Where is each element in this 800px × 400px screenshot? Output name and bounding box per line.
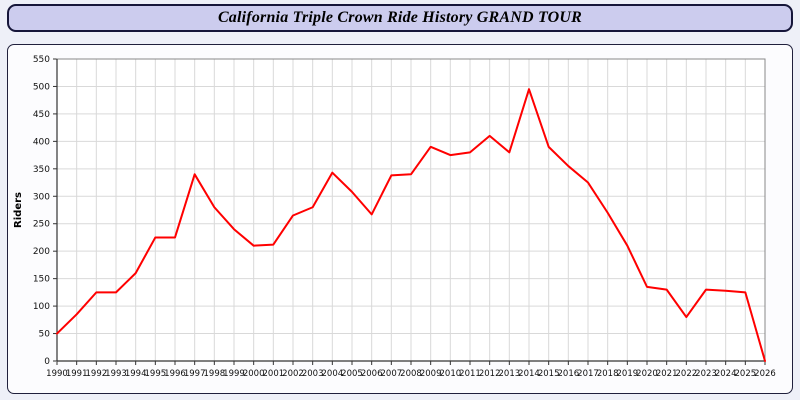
chart-panel: 0 50 100 150 200 250 300 350 400 450 500 550 1990 199…: [7, 44, 793, 394]
svg-text:1995: 1995: [145, 369, 167, 379]
svg-text:1991: 1991: [66, 369, 88, 379]
svg-text:2002: 2002: [282, 369, 304, 379]
svg-text:1994: 1994: [125, 369, 147, 379]
svg-text:1993: 1993: [105, 369, 127, 379]
svg-text:2007: 2007: [381, 369, 403, 379]
svg-text:50: 50: [39, 330, 51, 340]
svg-text:2025: 2025: [735, 369, 757, 379]
svg-text:100: 100: [33, 302, 50, 312]
svg-text:550: 550: [33, 55, 50, 65]
svg-text:2012: 2012: [479, 369, 501, 379]
svg-text:2020: 2020: [636, 369, 658, 379]
svg-text:2016: 2016: [558, 369, 580, 379]
svg-text:450: 450: [33, 110, 50, 120]
svg-text:300: 300: [33, 192, 50, 202]
svg-text:2021: 2021: [656, 369, 678, 379]
svg-text:1992: 1992: [86, 369, 108, 379]
svg-text:1990: 1990: [46, 369, 68, 379]
svg-text:250: 250: [33, 220, 50, 230]
svg-text:2009: 2009: [420, 369, 442, 379]
svg-text:0: 0: [44, 357, 50, 367]
svg-text:2011: 2011: [459, 369, 481, 379]
svg-text:150: 150: [33, 275, 50, 285]
chart-title-bar: California Triple Crown Ride History GRA…: [7, 4, 793, 32]
svg-text:2024: 2024: [715, 369, 737, 379]
svg-text:350: 350: [33, 165, 50, 175]
svg-text:2023: 2023: [695, 369, 717, 379]
svg-text:2010: 2010: [440, 369, 462, 379]
svg-text:2001: 2001: [263, 369, 285, 379]
svg-text:2005: 2005: [341, 369, 363, 379]
svg-text:Riders: Riders: [13, 192, 24, 228]
svg-text:2008: 2008: [400, 369, 422, 379]
svg-text:2015: 2015: [538, 369, 560, 379]
chart-title: California Triple Crown Ride History GRA…: [217, 9, 583, 26]
svg-text:2022: 2022: [676, 369, 698, 379]
svg-text:400: 400: [33, 137, 50, 147]
svg-text:2018: 2018: [597, 369, 619, 379]
svg-text:2006: 2006: [361, 369, 383, 379]
svg-text:1996: 1996: [164, 369, 186, 379]
svg-text:2013: 2013: [499, 369, 521, 379]
svg-text:500: 500: [33, 82, 50, 92]
svg-text:1997: 1997: [184, 369, 206, 379]
svg-text:2026: 2026: [754, 369, 776, 379]
riders-line-chart: 0501001502002503003504004505005501990199…: [13, 55, 776, 379]
svg-text:1999: 1999: [223, 369, 245, 379]
svg-text:1998: 1998: [204, 369, 226, 379]
svg-text:2000: 2000: [243, 369, 265, 379]
svg-text:200: 200: [33, 247, 50, 257]
svg-text:2004: 2004: [322, 369, 344, 379]
svg-text:2019: 2019: [617, 369, 639, 379]
svg-text:2017: 2017: [577, 369, 599, 379]
svg-text:2014: 2014: [518, 369, 540, 379]
svg-text:2003: 2003: [302, 369, 324, 379]
